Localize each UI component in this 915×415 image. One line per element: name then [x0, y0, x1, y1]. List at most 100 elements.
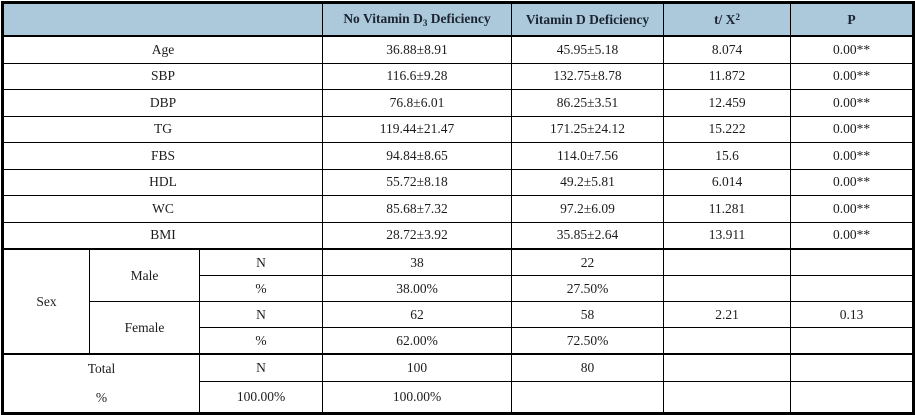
value-t: 15.222	[663, 115, 791, 143]
header-p-value: P	[790, 2, 914, 37]
total-pct-row-label: %	[95, 389, 108, 405]
header-t-text: t/ X	[714, 11, 736, 27]
table-body: Age 36.88±8.91 45.95±5.18 8.074 0.00** S…	[2, 35, 914, 414]
header-empty-cell	[2, 2, 323, 37]
value-p: 0.00**	[790, 89, 914, 117]
value-t: 12.459	[663, 89, 791, 117]
total-n-no-def: 100	[322, 353, 512, 383]
value-p: 0.00**	[790, 168, 914, 196]
row-sex-male-n: Sex Male N 38 22	[2, 248, 914, 355]
value-p: 0.00**	[790, 221, 914, 250]
empty-cell	[663, 275, 791, 302]
value-t: 6.014	[663, 168, 791, 196]
total-n-def: 80	[511, 353, 664, 383]
row-sex-female-n: Female N 62 58 2.21 0.13	[3, 301, 914, 355]
row-label: DBP	[2, 89, 323, 117]
row-total-n: Total % N 100 80	[2, 353, 914, 414]
female-pct-def: 72.50%	[511, 327, 664, 355]
value-no-def: 94.84±8.65	[322, 142, 512, 170]
value-def: 114.0±7.56	[511, 142, 664, 170]
row-wc: WC 85.68±7.32 97.2±6.09 11.281 0.00**	[2, 195, 914, 223]
total-pct-no-def: 100.00%	[322, 381, 512, 414]
male-pct-no-def: 38.00%	[322, 275, 512, 302]
total-label: Total	[87, 361, 116, 377]
value-no-def: 76.8±6.01	[322, 89, 512, 117]
empty-cell	[790, 327, 914, 355]
header-no-def-text-rest: Deficiency	[427, 11, 491, 26]
value-def: 45.95±5.18	[511, 35, 664, 64]
row-tg: TG 119.44±21.47 171.25±24.12 15.222 0.00…	[2, 115, 914, 143]
n-label: N	[199, 353, 323, 383]
row-label: HDL	[2, 168, 323, 196]
total-pct-n-col: 100.00%	[199, 381, 323, 414]
row-sex-male-pct: % 38.00% 27.50%	[3, 275, 914, 302]
value-no-def: 28.72±3.92	[322, 221, 512, 250]
value-p: 0.00**	[790, 115, 914, 143]
empty-cell	[663, 248, 791, 276]
value-def: 49.2±5.81	[511, 168, 664, 196]
header-no-vitamin-d3-deficiency: No Vitamin D3 Deficiency	[322, 2, 512, 37]
value-def: 86.25±3.51	[511, 89, 664, 117]
row-bmi: BMI 28.72±3.92 35.85±2.64 13.911 0.00**	[2, 221, 914, 250]
value-no-def: 119.44±21.47	[322, 115, 512, 143]
male-n-no-def: 38	[322, 248, 512, 276]
row-sex-female-pct: % 62.00% 72.50%	[3, 327, 914, 355]
empty-cell	[663, 327, 791, 355]
female-pct-no-def: 62.00%	[322, 327, 512, 355]
value-t: 8.074	[663, 35, 791, 64]
row-label: WC	[2, 195, 323, 223]
value-def: 35.85±2.64	[511, 221, 664, 250]
empty-cell	[790, 248, 914, 276]
value-no-def: 116.6±9.28	[322, 62, 512, 90]
value-t: 13.911	[663, 221, 791, 250]
value-no-def: 55.72±8.18	[322, 168, 512, 196]
value-no-def: 36.88±8.91	[322, 35, 512, 64]
row-sbp: SBP 116.6±9.28 132.75±8.78 11.872 0.00**	[2, 62, 914, 90]
value-def: 171.25±24.12	[511, 115, 664, 143]
pct-label: %	[199, 275, 323, 302]
header-no-def-text: No Vitamin D	[343, 11, 423, 26]
total-label-cell: Total %	[2, 353, 200, 414]
header-t-superscript: 2	[735, 11, 740, 22]
header-vitamin-d-deficiency: Vitamin D Deficiency	[511, 2, 664, 37]
male-pct-def: 27.50%	[511, 275, 664, 302]
header-t-chi-square: t/ X2	[663, 2, 791, 37]
row-label: Age	[2, 35, 323, 64]
value-p: 0.00**	[790, 195, 914, 223]
value-t: 11.281	[663, 195, 791, 223]
value-no-def: 85.68±7.32	[322, 195, 512, 223]
row-fbs: FBS 94.84±8.65 114.0±7.56 15.6 0.00**	[2, 142, 914, 170]
total-label-stack: Total %	[4, 356, 199, 412]
empty-cell	[790, 381, 914, 414]
row-label: TG	[2, 115, 323, 143]
row-label: BMI	[2, 221, 323, 250]
row-label: FBS	[2, 142, 323, 170]
pct-label: %	[199, 327, 323, 355]
value-def: 132.75±8.78	[511, 62, 664, 90]
row-age: Age 36.88±8.91 45.95±5.18 8.074 0.00**	[2, 35, 914, 64]
sex-t-value: 2.21	[663, 301, 791, 328]
row-hdl: HDL 55.72±8.18 49.2±5.81 6.014 0.00**	[2, 168, 914, 196]
value-def: 97.2±6.09	[511, 195, 664, 223]
female-n-def: 58	[511, 301, 664, 328]
value-p: 0.00**	[790, 35, 914, 64]
male-label: Male	[89, 248, 200, 302]
sex-p-value: 0.13	[790, 301, 914, 328]
header-row: No Vitamin D3 Deficiency Vitamin D Defic…	[2, 2, 914, 37]
row-label: SBP	[2, 62, 323, 90]
sex-label: Sex	[2, 248, 90, 355]
female-label: Female	[89, 301, 200, 355]
value-t: 11.872	[663, 62, 791, 90]
value-t: 15.6	[663, 142, 791, 170]
empty-cell	[663, 381, 791, 414]
empty-cell	[663, 353, 791, 383]
n-label: N	[199, 301, 323, 328]
value-p: 0.00**	[790, 62, 914, 90]
empty-cell	[511, 381, 664, 414]
table-header: No Vitamin D3 Deficiency Vitamin D Defic…	[2, 2, 914, 37]
empty-cell	[790, 275, 914, 302]
empty-cell	[790, 353, 914, 383]
value-p: 0.00**	[790, 142, 914, 170]
